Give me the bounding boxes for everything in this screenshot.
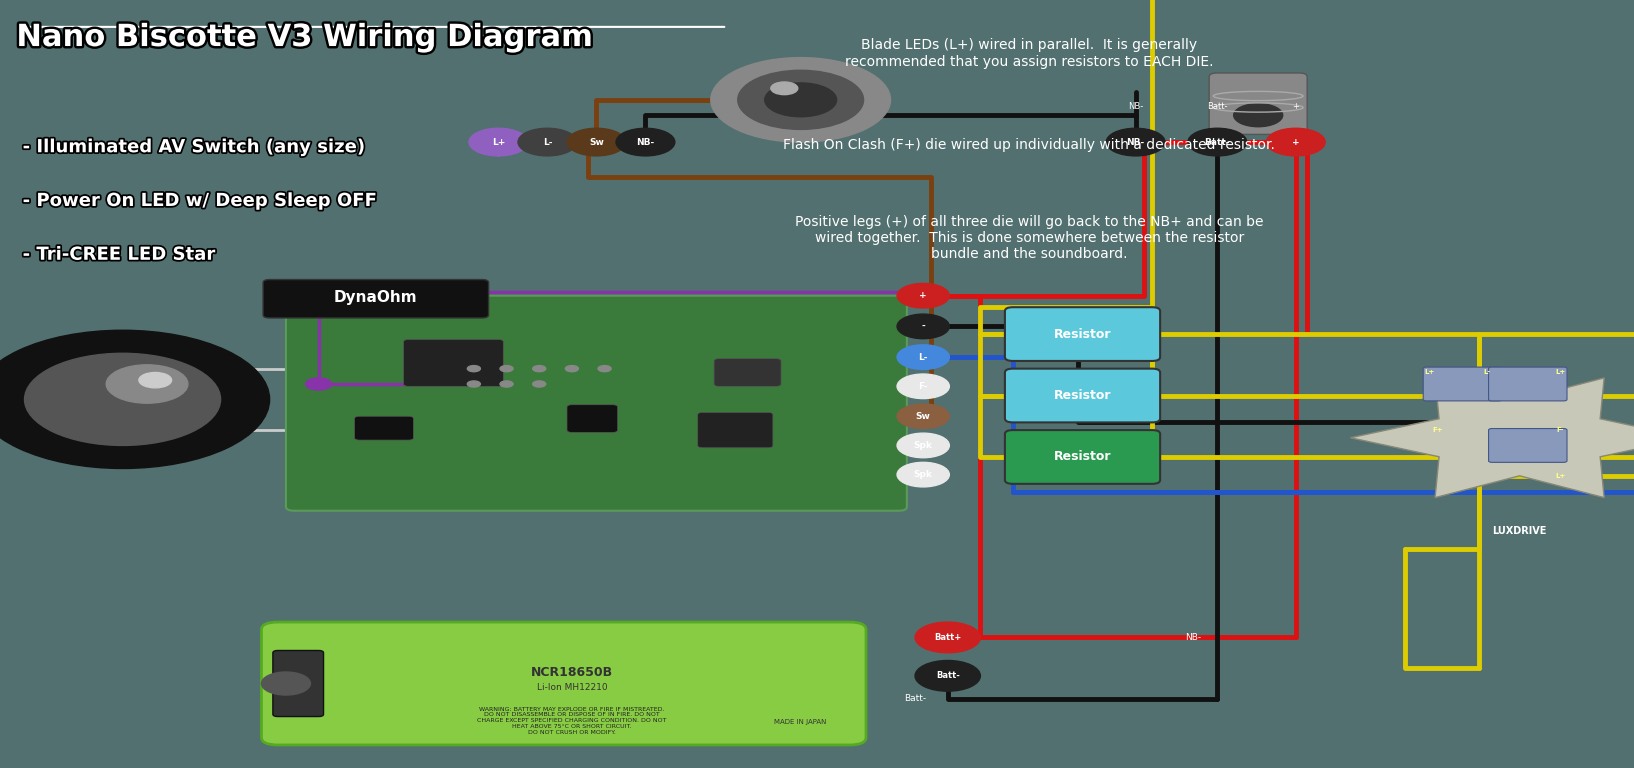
Circle shape — [1234, 104, 1283, 127]
Circle shape — [737, 71, 863, 130]
FancyBboxPatch shape — [261, 622, 866, 745]
Circle shape — [897, 404, 949, 429]
FancyBboxPatch shape — [1005, 307, 1160, 361]
Text: L+: L+ — [1556, 473, 1565, 479]
Text: Batt-: Batt- — [904, 694, 926, 703]
Circle shape — [306, 378, 332, 390]
Circle shape — [1266, 128, 1325, 156]
FancyBboxPatch shape — [698, 412, 773, 448]
Text: L-: L- — [542, 137, 552, 147]
Text: DynaOhm: DynaOhm — [333, 290, 418, 305]
Circle shape — [711, 58, 891, 142]
Circle shape — [616, 128, 675, 156]
Text: L+: L+ — [1556, 369, 1565, 376]
Text: L+: L+ — [1425, 369, 1435, 376]
Text: MADE IN JAPAN: MADE IN JAPAN — [775, 719, 827, 725]
Text: - Tri-CREE LED Star: - Tri-CREE LED Star — [16, 246, 214, 263]
FancyBboxPatch shape — [1489, 367, 1567, 401]
Circle shape — [915, 660, 980, 691]
FancyBboxPatch shape — [263, 280, 489, 318]
Circle shape — [0, 330, 270, 468]
Text: Sw: Sw — [588, 137, 605, 147]
Circle shape — [897, 374, 949, 399]
Circle shape — [106, 365, 188, 403]
FancyBboxPatch shape — [273, 650, 324, 717]
Text: +: + — [1292, 102, 1299, 111]
FancyBboxPatch shape — [1209, 73, 1307, 134]
FancyBboxPatch shape — [1489, 429, 1567, 462]
Text: +: + — [1292, 137, 1299, 147]
Text: Spk: Spk — [913, 441, 933, 450]
Circle shape — [518, 128, 577, 156]
Circle shape — [469, 128, 528, 156]
Text: Spk: Spk — [913, 470, 933, 479]
Circle shape — [533, 381, 546, 387]
Circle shape — [261, 672, 310, 695]
Text: WARNING: BATTERY MAY EXPLODE OR FIRE IF MISTREATED.
DO NOT DISASSEMBLE OR DISPOS: WARNING: BATTERY MAY EXPLODE OR FIRE IF … — [477, 707, 667, 735]
Circle shape — [897, 345, 949, 369]
Text: L+: L+ — [492, 137, 505, 147]
Text: Batt+: Batt+ — [935, 633, 961, 642]
Circle shape — [533, 366, 546, 372]
Text: - Illuminated AV Switch (any size): - Illuminated AV Switch (any size) — [16, 138, 363, 156]
Text: NB-: NB- — [1126, 137, 1145, 147]
Text: Resistor: Resistor — [1054, 451, 1111, 463]
Circle shape — [765, 83, 837, 117]
FancyBboxPatch shape — [567, 405, 618, 432]
Text: Flash On Clash (F+) die wired up individually with a dedicated resistor.: Flash On Clash (F+) die wired up individ… — [783, 138, 1276, 152]
Circle shape — [915, 622, 980, 653]
FancyBboxPatch shape — [1423, 367, 1502, 401]
Circle shape — [565, 366, 578, 372]
Text: -: - — [922, 322, 925, 331]
Text: - Power On LED w/ Deep Sleep OFF: - Power On LED w/ Deep Sleep OFF — [16, 192, 376, 210]
Circle shape — [500, 381, 513, 387]
Text: Li-Ion MH12210: Li-Ion MH12210 — [536, 683, 608, 692]
Text: Resistor: Resistor — [1054, 389, 1111, 402]
Circle shape — [467, 366, 480, 372]
FancyBboxPatch shape — [714, 359, 781, 386]
Text: Positive legs (+) of all three die will go back to the NB+ and can be
wired toge: Positive legs (+) of all three die will … — [796, 215, 1263, 261]
Text: L-: L- — [918, 353, 928, 362]
Circle shape — [897, 283, 949, 308]
Text: Batt-: Batt- — [1204, 137, 1230, 147]
Text: NB-: NB- — [636, 137, 655, 147]
Circle shape — [139, 372, 172, 388]
Text: NCR18650B: NCR18650B — [531, 666, 613, 678]
Text: 2815 C: 2815 C — [310, 307, 340, 316]
Circle shape — [897, 462, 949, 487]
Text: Sw: Sw — [915, 412, 931, 421]
Text: NB-: NB- — [1127, 102, 1144, 111]
Text: Batt-: Batt- — [1208, 102, 1227, 111]
Circle shape — [25, 353, 221, 445]
Circle shape — [598, 366, 611, 372]
Circle shape — [771, 82, 797, 94]
Text: F-: F- — [918, 382, 928, 391]
Circle shape — [567, 128, 626, 156]
Text: NB-: NB- — [1185, 633, 1201, 642]
FancyBboxPatch shape — [286, 296, 907, 511]
Circle shape — [897, 433, 949, 458]
Text: F+: F+ — [1433, 427, 1443, 433]
Text: Resistor: Resistor — [1054, 328, 1111, 340]
Circle shape — [1106, 128, 1165, 156]
FancyBboxPatch shape — [1005, 430, 1160, 484]
Text: Blade LEDs (L+) wired in parallel.  It is generally
recommended that you assign : Blade LEDs (L+) wired in parallel. It is… — [845, 38, 1214, 68]
FancyBboxPatch shape — [404, 339, 503, 386]
Circle shape — [500, 366, 513, 372]
Circle shape — [1188, 128, 1247, 156]
Circle shape — [467, 381, 480, 387]
Text: Batt-: Batt- — [936, 671, 959, 680]
Text: L-: L- — [1484, 369, 1490, 376]
Text: F-: F- — [1557, 427, 1564, 433]
Text: +: + — [920, 291, 926, 300]
FancyBboxPatch shape — [355, 416, 413, 440]
FancyBboxPatch shape — [1005, 369, 1160, 422]
Circle shape — [897, 314, 949, 339]
Text: Nano Biscotte V3 Wiring Diagram: Nano Biscotte V3 Wiring Diagram — [16, 23, 592, 52]
Text: LUXDRIVE: LUXDRIVE — [1492, 526, 1547, 536]
Polygon shape — [1350, 378, 1634, 498]
